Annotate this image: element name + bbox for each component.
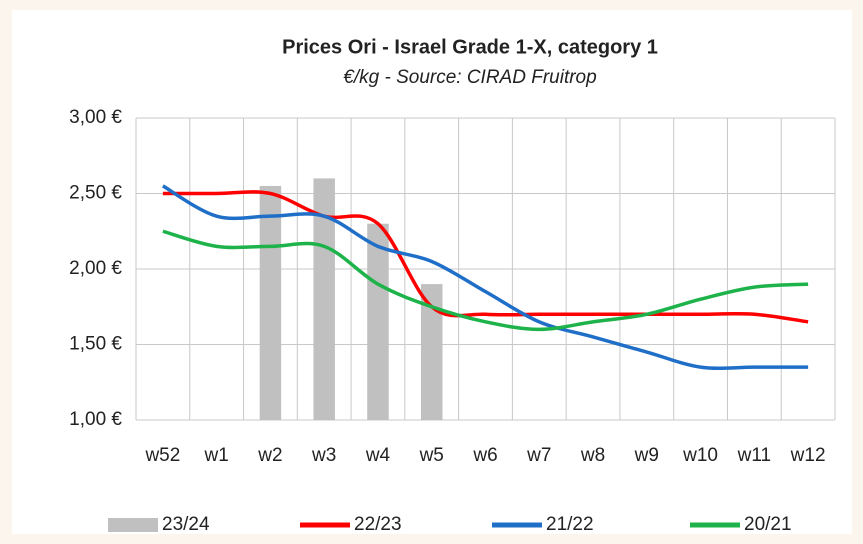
legend-label: 22/23 <box>354 514 402 535</box>
bar <box>259 185 282 420</box>
x-tick-label: w10 <box>682 445 718 466</box>
legend-swatch <box>108 518 158 532</box>
legend-label: 20/21 <box>744 514 792 535</box>
x-tick-label: w12 <box>790 445 826 466</box>
x-tick-label: w7 <box>526 445 551 466</box>
line <box>161 184 809 371</box>
line <box>162 190 809 324</box>
x-tick-label: w9 <box>634 445 659 466</box>
x-tick-label: w4 <box>365 445 391 466</box>
x-tick-label: w2 <box>257 445 282 466</box>
y-tick-label: 3,00 € <box>69 107 122 128</box>
line <box>162 229 809 332</box>
legend-label: 21/22 <box>546 514 594 535</box>
bar <box>367 223 389 420</box>
chart-area <box>12 10 852 534</box>
y-tick-label: 2,50 € <box>69 183 122 204</box>
x-tick-label: w11 <box>737 445 771 466</box>
x-tick-label: w8 <box>580 445 605 466</box>
y-tick-label: 2,00 € <box>69 258 122 279</box>
x-tick-label: w52 <box>144 445 180 466</box>
x-tick-label: w6 <box>472 445 497 466</box>
bar <box>313 178 335 420</box>
bar <box>420 284 443 420</box>
chart-subtitle: €/kg - Source: CIRAD Fruitrop <box>343 67 596 88</box>
legend-label: 23/24 <box>162 514 210 535</box>
x-tick-label: w3 <box>311 445 336 466</box>
x-tick-label: w5 <box>419 445 444 466</box>
chart-title: Prices Ori - Israel Grade 1-X, category … <box>282 36 658 58</box>
x-tick-label: w1 <box>204 445 229 466</box>
y-tick-label: 1,00 € <box>69 409 122 430</box>
y-tick-label: 1,50 € <box>69 334 122 355</box>
